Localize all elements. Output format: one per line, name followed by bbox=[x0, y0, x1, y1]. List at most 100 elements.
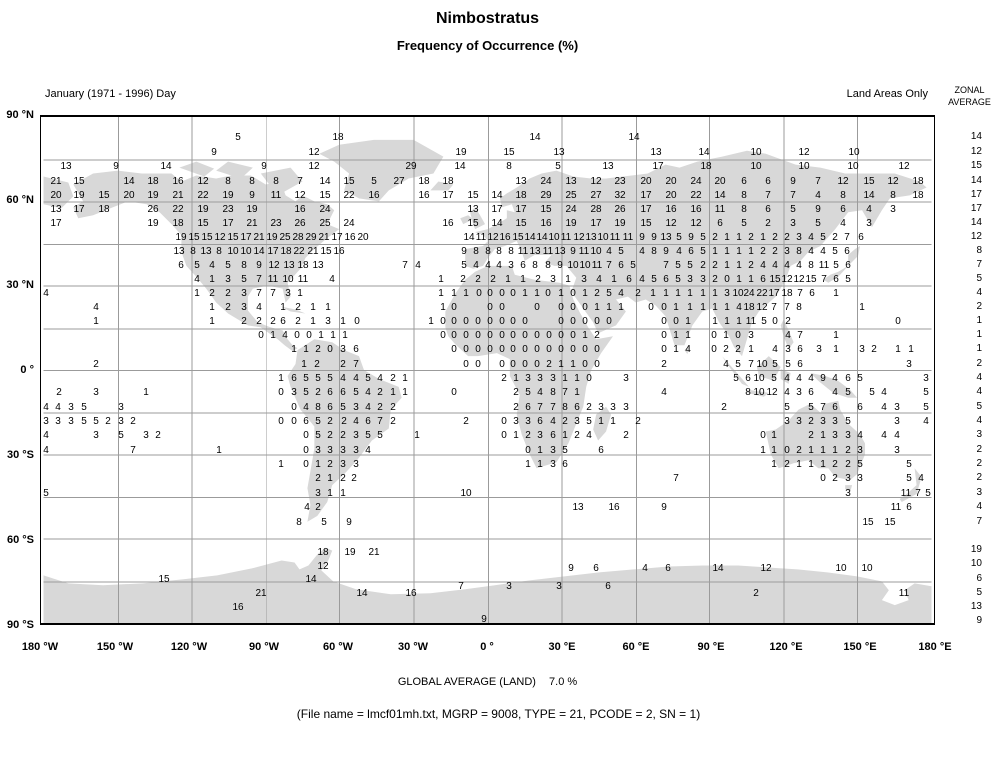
grid-value: 12 bbox=[898, 161, 910, 172]
grid-value: 16 bbox=[344, 232, 356, 243]
grid-value: 13 bbox=[650, 147, 662, 158]
grid-value: 27 bbox=[590, 190, 602, 201]
grid-value: 6 bbox=[626, 274, 632, 285]
grid-value: 3 bbox=[894, 445, 900, 456]
grid-value: 21 bbox=[246, 218, 258, 229]
grid-value: 0 bbox=[582, 302, 588, 313]
grid-value: 4 bbox=[881, 402, 887, 413]
grid-value: 0 bbox=[760, 430, 766, 441]
grid-value: 11 bbox=[267, 274, 279, 285]
grid-value: 2 bbox=[390, 416, 396, 427]
grid-value: 4 bbox=[377, 373, 383, 384]
grid-value: 27 bbox=[393, 176, 405, 187]
grid-value: 2 bbox=[390, 373, 396, 384]
grid-value: 3 bbox=[68, 416, 74, 427]
grid-value: 5 bbox=[857, 373, 863, 384]
grid-value: 5 bbox=[771, 373, 777, 384]
grid-value: 1 bbox=[859, 302, 865, 313]
grid-value: 6 bbox=[832, 402, 838, 413]
grid-value: 2 bbox=[225, 302, 231, 313]
grid-value: 8 bbox=[741, 204, 747, 215]
grid-value: 2 bbox=[315, 473, 321, 484]
grid-value: 14 bbox=[123, 176, 135, 187]
grid-value: 8 bbox=[225, 176, 231, 187]
zonal-average-value: 4 bbox=[976, 287, 982, 298]
grid-value: 29 bbox=[405, 161, 417, 172]
grid-value: 2 bbox=[475, 274, 481, 285]
grid-value: 17 bbox=[652, 161, 664, 172]
grid-value: 9 bbox=[688, 232, 694, 243]
grid-value: 20 bbox=[123, 190, 135, 201]
grid-value: 1 bbox=[310, 302, 316, 313]
grid-value: 20 bbox=[665, 176, 677, 187]
grid-value: 6 bbox=[741, 176, 747, 187]
grid-value: 3 bbox=[857, 445, 863, 456]
grid-value: 12 bbox=[793, 274, 805, 285]
grid-value: 1 bbox=[270, 330, 276, 341]
grid-value: 13 bbox=[572, 502, 584, 513]
grid-value: 1 bbox=[833, 344, 839, 355]
grid-value: 2 bbox=[594, 288, 600, 299]
grid-value: 12 bbox=[487, 232, 499, 243]
grid-value: 14 bbox=[536, 232, 548, 243]
grid-value: 20 bbox=[50, 190, 62, 201]
grid-value: 19 bbox=[147, 190, 159, 201]
grid-value: 3 bbox=[353, 445, 359, 456]
grid-value: 1 bbox=[724, 302, 730, 313]
zonal-average-value: 15 bbox=[970, 160, 982, 171]
grid-value: 6 bbox=[797, 344, 803, 355]
grid-value: 7 bbox=[915, 488, 921, 499]
grid-value: 13 bbox=[173, 246, 185, 257]
grid-value: 0 bbox=[451, 302, 457, 313]
grid-value: 1 bbox=[414, 430, 420, 441]
grid-value: 0 bbox=[475, 330, 481, 341]
grid-value: 9 bbox=[661, 502, 667, 513]
grid-value: 0 bbox=[501, 416, 507, 427]
grid-value: 5 bbox=[525, 387, 531, 398]
grid-value: 17 bbox=[515, 204, 527, 215]
grid-value: 1 bbox=[297, 288, 303, 299]
grid-value: 6 bbox=[665, 563, 671, 574]
grid-value: 10 bbox=[847, 161, 859, 172]
grid-value: 11 bbox=[517, 246, 529, 257]
grid-value: 4 bbox=[676, 246, 682, 257]
grid-value: 6 bbox=[574, 402, 580, 413]
grid-value: 2 bbox=[808, 416, 814, 427]
grid-value: 1 bbox=[562, 373, 568, 384]
grid-value: 16 bbox=[499, 232, 511, 243]
grid-value: 5 bbox=[733, 373, 739, 384]
grid-value: 0 bbox=[534, 359, 540, 370]
zonal-average-heading-line2: AVERAGE bbox=[948, 97, 991, 107]
grid-value: 0 bbox=[291, 402, 297, 413]
grid-value: 4 bbox=[282, 330, 288, 341]
grid-value: 2 bbox=[525, 430, 531, 441]
grid-value: 6 bbox=[760, 274, 766, 285]
grid-value: 24 bbox=[343, 218, 355, 229]
longitude-tick-label: 30 °W bbox=[397, 641, 429, 653]
world-map bbox=[43, 117, 932, 623]
grid-value: 9 bbox=[639, 232, 645, 243]
grid-value: 3 bbox=[327, 445, 333, 456]
grid-value: 3 bbox=[93, 430, 99, 441]
grid-value: 13 bbox=[515, 176, 527, 187]
grid-value: 8 bbox=[745, 387, 751, 398]
grid-value: 2 bbox=[295, 302, 301, 313]
grid-value: 9 bbox=[461, 246, 467, 257]
grid-value: 12 bbox=[214, 232, 226, 243]
grid-value: 3 bbox=[923, 373, 929, 384]
grid-value: 3 bbox=[845, 473, 851, 484]
grid-value: 10 bbox=[835, 563, 847, 574]
grid-value: 7 bbox=[821, 274, 827, 285]
grid-value: 1 bbox=[582, 288, 588, 299]
latitude-tick-label: 60 °N bbox=[6, 194, 34, 206]
grid-value: 9 bbox=[790, 176, 796, 187]
grid-value: 0 bbox=[711, 330, 717, 341]
zonal-average-value: 4 bbox=[976, 415, 982, 426]
grid-value: 1 bbox=[832, 445, 838, 456]
grid-value: 11 bbox=[270, 190, 282, 201]
grid-value: 16 bbox=[690, 204, 702, 215]
grid-value: 3 bbox=[43, 416, 49, 427]
grid-value: 5 bbox=[586, 416, 592, 427]
grid-value: 1 bbox=[340, 488, 346, 499]
grid-value: 19 bbox=[73, 190, 85, 201]
